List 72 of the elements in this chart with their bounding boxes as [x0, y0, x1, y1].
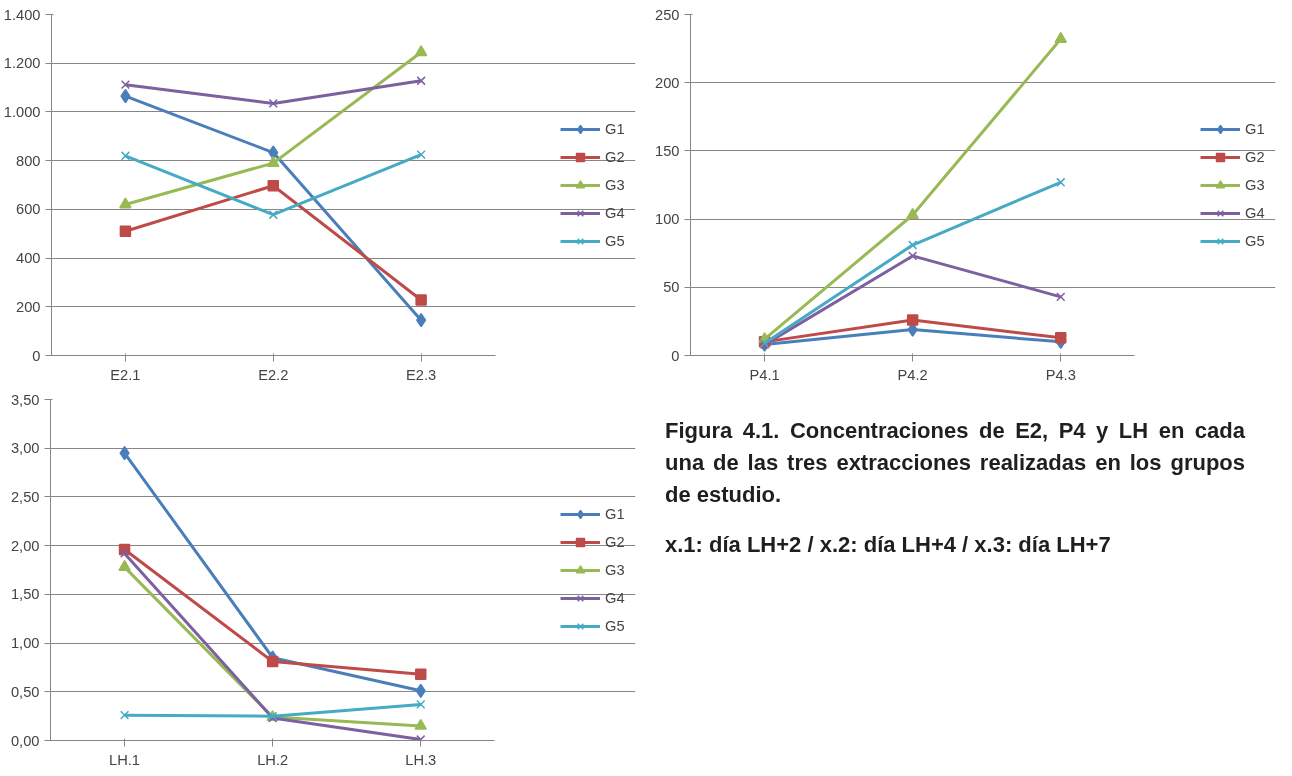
text: Figura 4.1. Concentraciones de E2, P4 y LH en cada una de las tres extracciones realizadas en los grupos de estudio. — [665, 417, 1245, 509]
y-tick-label: 150 — [655, 142, 680, 159]
point — [416, 149, 426, 160]
point — [414, 45, 428, 57]
legend-label: G5 — [605, 232, 625, 249]
x-tick-label: E2.1 — [110, 366, 141, 383]
point — [908, 251, 918, 261]
point — [906, 207, 919, 219]
y-tick-label: 200 — [655, 74, 680, 91]
point — [268, 210, 278, 220]
point — [267, 155, 280, 167]
y-tick-label: 800 — [16, 152, 41, 169]
legend-label: G1 — [1245, 120, 1265, 137]
x-tick-label: P4.3 — [1045, 366, 1076, 383]
point — [119, 548, 130, 559]
point — [906, 314, 919, 326]
x-tick-label: E2.2 — [258, 366, 289, 383]
x-tick-label: P4.2 — [897, 366, 928, 383]
point — [119, 225, 132, 238]
point — [1056, 292, 1066, 302]
y-tick-label: 100 — [655, 211, 680, 228]
x-tick-label: LH.1 — [109, 751, 141, 768]
y-tick-label: 0,50 — [10, 683, 40, 700]
y-tick-label: 0 — [671, 347, 680, 364]
point — [1055, 332, 1067, 344]
x-tick-label: P4.1 — [749, 366, 780, 383]
x-tick-label: LH.3 — [405, 751, 437, 768]
y-tick-label: 1.200 — [3, 55, 41, 72]
point — [266, 655, 279, 668]
point — [267, 179, 280, 192]
y-tick-label: 200 — [16, 298, 41, 315]
y-tick-label: 600 — [16, 201, 41, 218]
legend-label: G4 — [1245, 204, 1265, 221]
point — [118, 559, 131, 571]
point — [416, 76, 426, 86]
y-tick-label: 250 — [655, 6, 680, 23]
point — [415, 668, 427, 680]
y-tick-label: 1.000 — [3, 103, 41, 120]
y-tick-label: 1,50 — [10, 586, 40, 603]
point — [268, 98, 278, 109]
point — [1056, 177, 1066, 187]
y-tick-label: 2,00 — [10, 537, 40, 554]
legend-label: G2 — [1245, 148, 1265, 165]
point — [119, 197, 132, 209]
legend-label: G5 — [605, 617, 625, 634]
x-tick-label: LH.2 — [257, 751, 289, 768]
y-tick-label: 3,50 — [10, 391, 40, 408]
point — [119, 710, 130, 720]
point — [416, 699, 426, 710]
y-tick-label: 400 — [16, 250, 41, 267]
point — [120, 80, 131, 90]
legend-label: G3 — [605, 176, 625, 193]
legend-label: G5 — [1245, 232, 1265, 249]
point — [1054, 31, 1067, 43]
y-tick-label: 50 — [663, 279, 680, 296]
y-tick-label: 3,00 — [10, 440, 40, 457]
y-tick-label: 0 — [32, 347, 41, 364]
point — [414, 718, 427, 730]
legend-label: G3 — [605, 561, 625, 578]
legend-label: G3 — [1245, 176, 1265, 193]
legend-label: G1 — [605, 505, 625, 522]
point — [120, 151, 131, 161]
point — [415, 294, 427, 306]
y-tick-label: 1.400 — [3, 6, 41, 23]
y-tick-label: 2,50 — [10, 488, 40, 505]
text: x.1: día LH+2 / x.2: día LH+4 / x.3: día LH+7 — [665, 530, 1112, 559]
y-tick-label: 1,00 — [10, 635, 40, 652]
y-tick-label: 0,00 — [10, 732, 40, 749]
legend-label: G1 — [605, 120, 625, 137]
point — [268, 145, 279, 160]
x-tick-label: E2.3 — [406, 366, 437, 383]
point — [908, 240, 918, 250]
